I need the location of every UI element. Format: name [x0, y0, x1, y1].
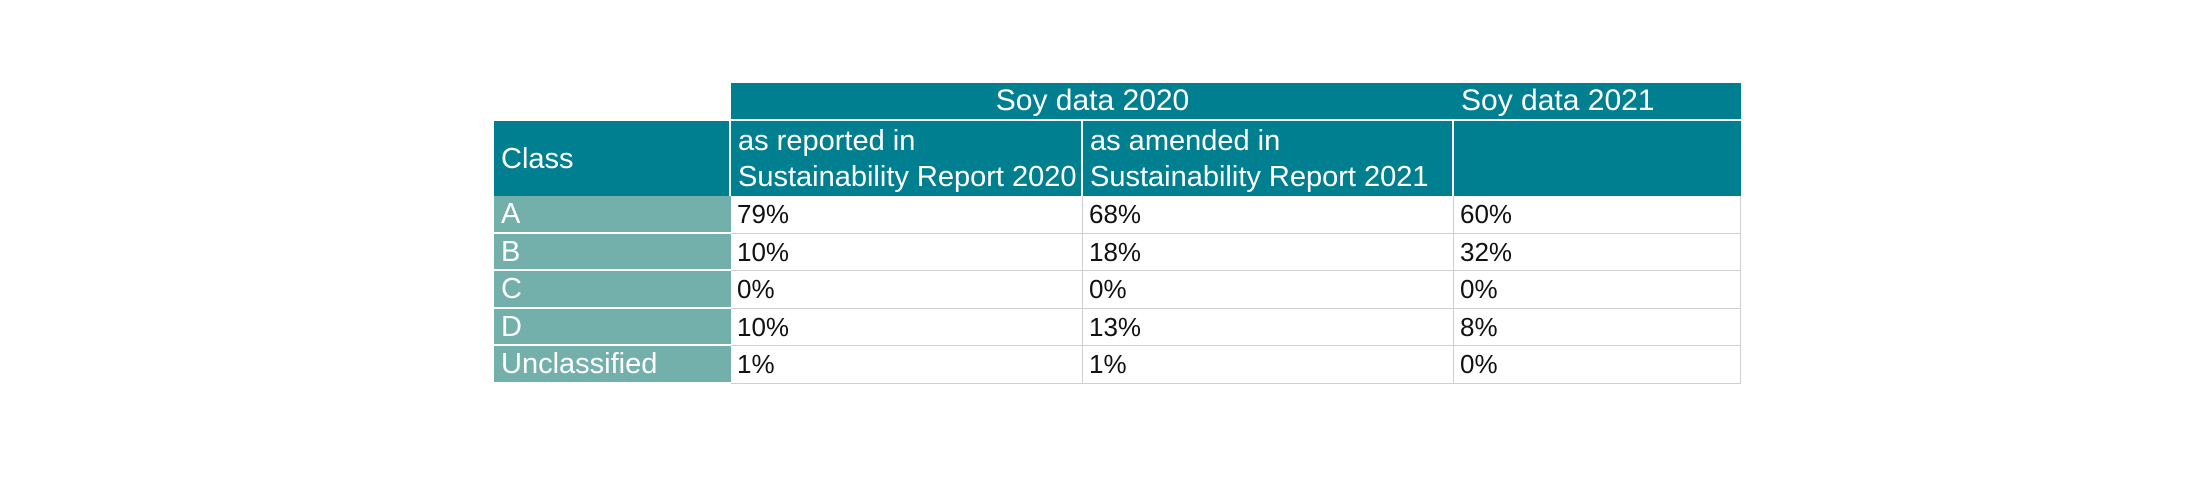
soy-class-table: Soy data 2020 Soy data 2021 Class as rep…: [494, 83, 1741, 384]
reported-value: 79%: [731, 196, 1083, 234]
group-header-soy-2020: Soy data 2020: [995, 84, 1190, 117]
class-label: D: [494, 308, 731, 346]
soy-2021-value: 0%: [1454, 346, 1741, 384]
amended-value: 13%: [1083, 308, 1454, 346]
class-label: Unclassified: [494, 346, 731, 384]
header-soy-2021-blank: [1454, 121, 1741, 196]
soy-2021-value: 32%: [1454, 233, 1741, 271]
group-header-blank: [494, 83, 731, 121]
class-label: B: [494, 233, 731, 271]
group-header-row: Soy data 2020 Soy data 2021: [494, 83, 1741, 121]
header-amended-2021: as amended in Sustainability Report 2021: [1083, 121, 1454, 196]
header-reported-2020: as reported in Sustainability Report 202…: [731, 121, 1083, 196]
sub-header-row: Class as reported in Sustainability Repo…: [494, 121, 1741, 196]
group-header-span: Soy data 2020 Soy data 2021: [731, 83, 1741, 121]
group-header-soy-2021: Soy data 2021: [1461, 84, 1655, 117]
soy-2021-value: 8%: [1454, 308, 1741, 346]
reported-value: 1%: [731, 346, 1083, 384]
amended-value: 68%: [1083, 196, 1454, 234]
table-row: Unclassified 1% 1% 0%: [494, 346, 1741, 384]
amended-value: 0%: [1083, 271, 1454, 309]
class-label: C: [494, 271, 731, 309]
table-row: A 79% 68% 60%: [494, 196, 1741, 234]
table-row: C 0% 0% 0%: [494, 271, 1741, 309]
reported-value: 10%: [731, 308, 1083, 346]
table-row: B 10% 18% 32%: [494, 233, 1741, 271]
class-label: A: [494, 196, 731, 234]
soy-2021-value: 0%: [1454, 271, 1741, 309]
amended-value: 18%: [1083, 233, 1454, 271]
reported-value: 0%: [731, 271, 1083, 309]
table-row: D 10% 13% 8%: [494, 308, 1741, 346]
header-class: Class: [494, 121, 731, 196]
soy-2021-value: 60%: [1454, 196, 1741, 234]
amended-value: 1%: [1083, 346, 1454, 384]
reported-value: 10%: [731, 233, 1083, 271]
